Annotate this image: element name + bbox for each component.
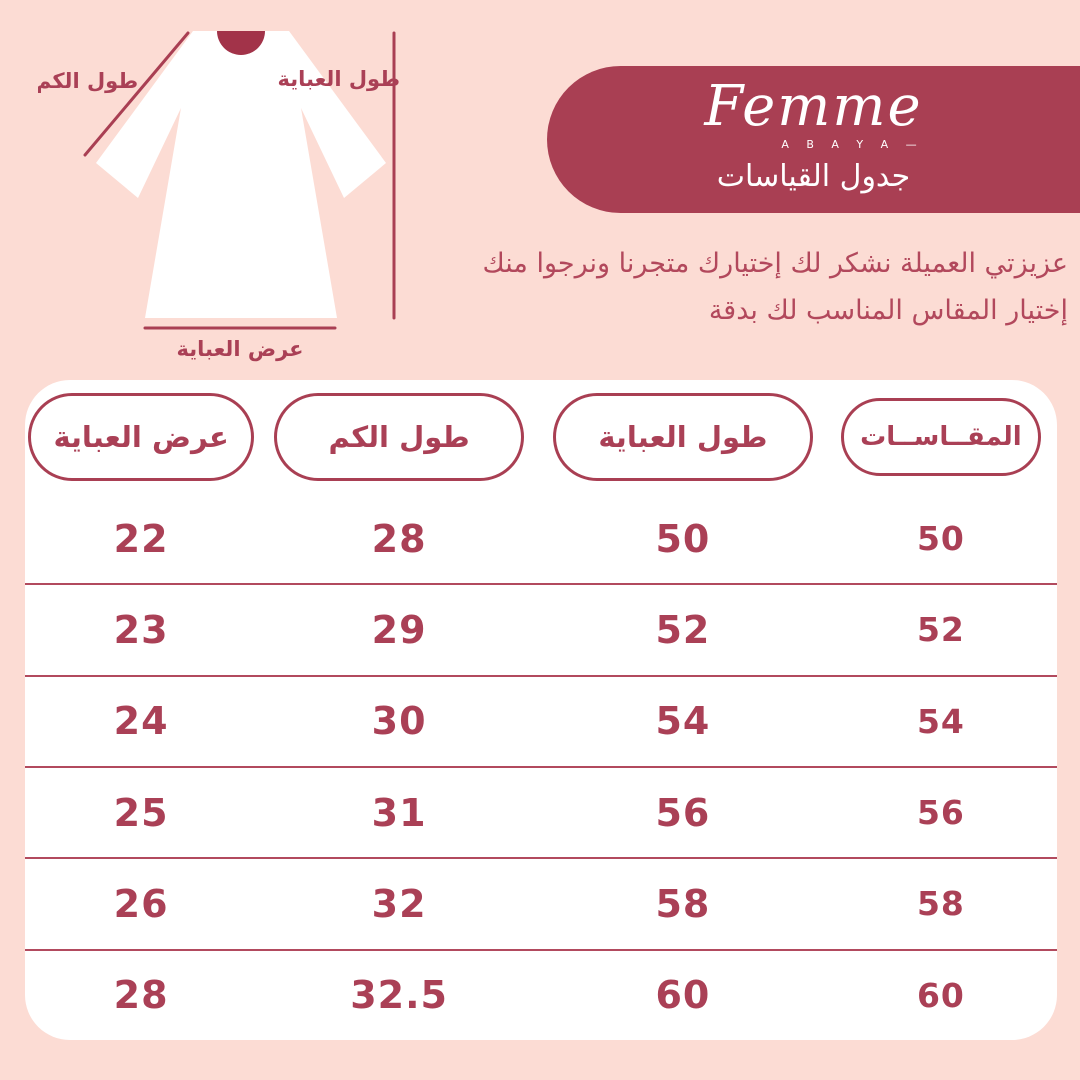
header-pill-abaya-width: عرض العباية bbox=[28, 393, 255, 481]
table-header-row: المقــاســات طول العباية طول الكم عرض ال… bbox=[25, 380, 1057, 494]
cell-width: 28 bbox=[113, 973, 169, 1018]
cell-sleeve: 29 bbox=[371, 607, 427, 652]
sleeve-measure-line bbox=[83, 31, 190, 157]
table-row: 56 56 31 25 bbox=[25, 765, 1057, 857]
abaya-diagram: طول الكم طول العباية عرض العباية bbox=[38, 31, 401, 361]
header-abaya-width: عرض العباية bbox=[25, 393, 257, 481]
cell-width: 23 bbox=[113, 607, 169, 652]
cell-width: 26 bbox=[113, 881, 169, 926]
cell-length: 54 bbox=[655, 699, 711, 744]
cell-length: 58 bbox=[655, 881, 711, 926]
brand-badge: Femme A B A Y A — جدول القياسات bbox=[547, 66, 1080, 213]
header-sizes: المقــاســات bbox=[825, 398, 1057, 476]
sleeve-length-label: طول الكم bbox=[38, 69, 138, 93]
brand-logo: Femme bbox=[704, 74, 923, 139]
cell-size: 58 bbox=[916, 884, 965, 924]
table-row: 52 52 29 23 bbox=[25, 583, 1057, 674]
chart-title: جدول القياسات bbox=[716, 159, 911, 194]
cell-length: 52 bbox=[655, 607, 711, 652]
cell-size: 56 bbox=[916, 793, 965, 833]
cell-sleeve: 30 bbox=[371, 699, 427, 744]
header-pill-abaya-length: طول العباية bbox=[552, 393, 813, 481]
neckline bbox=[217, 31, 265, 55]
cell-size: 60 bbox=[916, 975, 965, 1015]
table-body: 50 50 28 22 52 52 29 23 54 54 30 24 56 56 31 25 58 58 32 26… bbox=[25, 494, 1057, 1040]
abaya-silhouette bbox=[96, 31, 386, 318]
abaya-width-label: عرض العباية bbox=[177, 337, 304, 361]
cell-width: 22 bbox=[113, 516, 169, 561]
table-row: 60 60 32.5 28 bbox=[25, 948, 1057, 1040]
cell-size: 50 bbox=[916, 519, 965, 559]
intro-line-2: إختيار المقاس المناسب لك بدقة bbox=[708, 295, 1068, 327]
header-abaya-length: طول العباية bbox=[541, 393, 825, 481]
cell-sleeve: 32.5 bbox=[350, 973, 448, 1018]
table-row: 54 54 30 24 bbox=[25, 674, 1057, 766]
cell-width: 25 bbox=[113, 790, 169, 835]
cell-size: 54 bbox=[916, 701, 965, 741]
cell-length: 56 bbox=[655, 790, 711, 835]
header-pill-sizes: المقــاســات bbox=[840, 398, 1041, 476]
brand-subtitle: A B A Y A — bbox=[781, 138, 924, 151]
cell-sleeve: 32 bbox=[371, 881, 427, 926]
header-sleeve-length: طول الكم bbox=[257, 393, 541, 481]
intro-message: عزيزتي العميلة نشكر لك إختيارك متجرنا ون… bbox=[408, 240, 1068, 335]
cell-width: 24 bbox=[113, 699, 169, 744]
cell-sleeve: 31 bbox=[371, 790, 427, 835]
cell-length: 60 bbox=[655, 973, 711, 1018]
intro-line-1: عزيزتي العميلة نشكر لك إختيارك متجرنا ون… bbox=[482, 248, 1068, 279]
cell-size: 52 bbox=[916, 610, 965, 650]
abaya-length-label: طول العباية bbox=[278, 67, 401, 91]
table-row: 50 50 28 22 bbox=[25, 494, 1057, 583]
table-row: 58 58 32 26 bbox=[25, 857, 1057, 948]
size-table-card: المقــاســات طول العباية طول الكم عرض ال… bbox=[25, 380, 1057, 1040]
cell-sleeve: 28 bbox=[371, 516, 427, 561]
cell-length: 50 bbox=[655, 516, 711, 561]
header-pill-sleeve-length: طول الكم bbox=[274, 393, 525, 481]
